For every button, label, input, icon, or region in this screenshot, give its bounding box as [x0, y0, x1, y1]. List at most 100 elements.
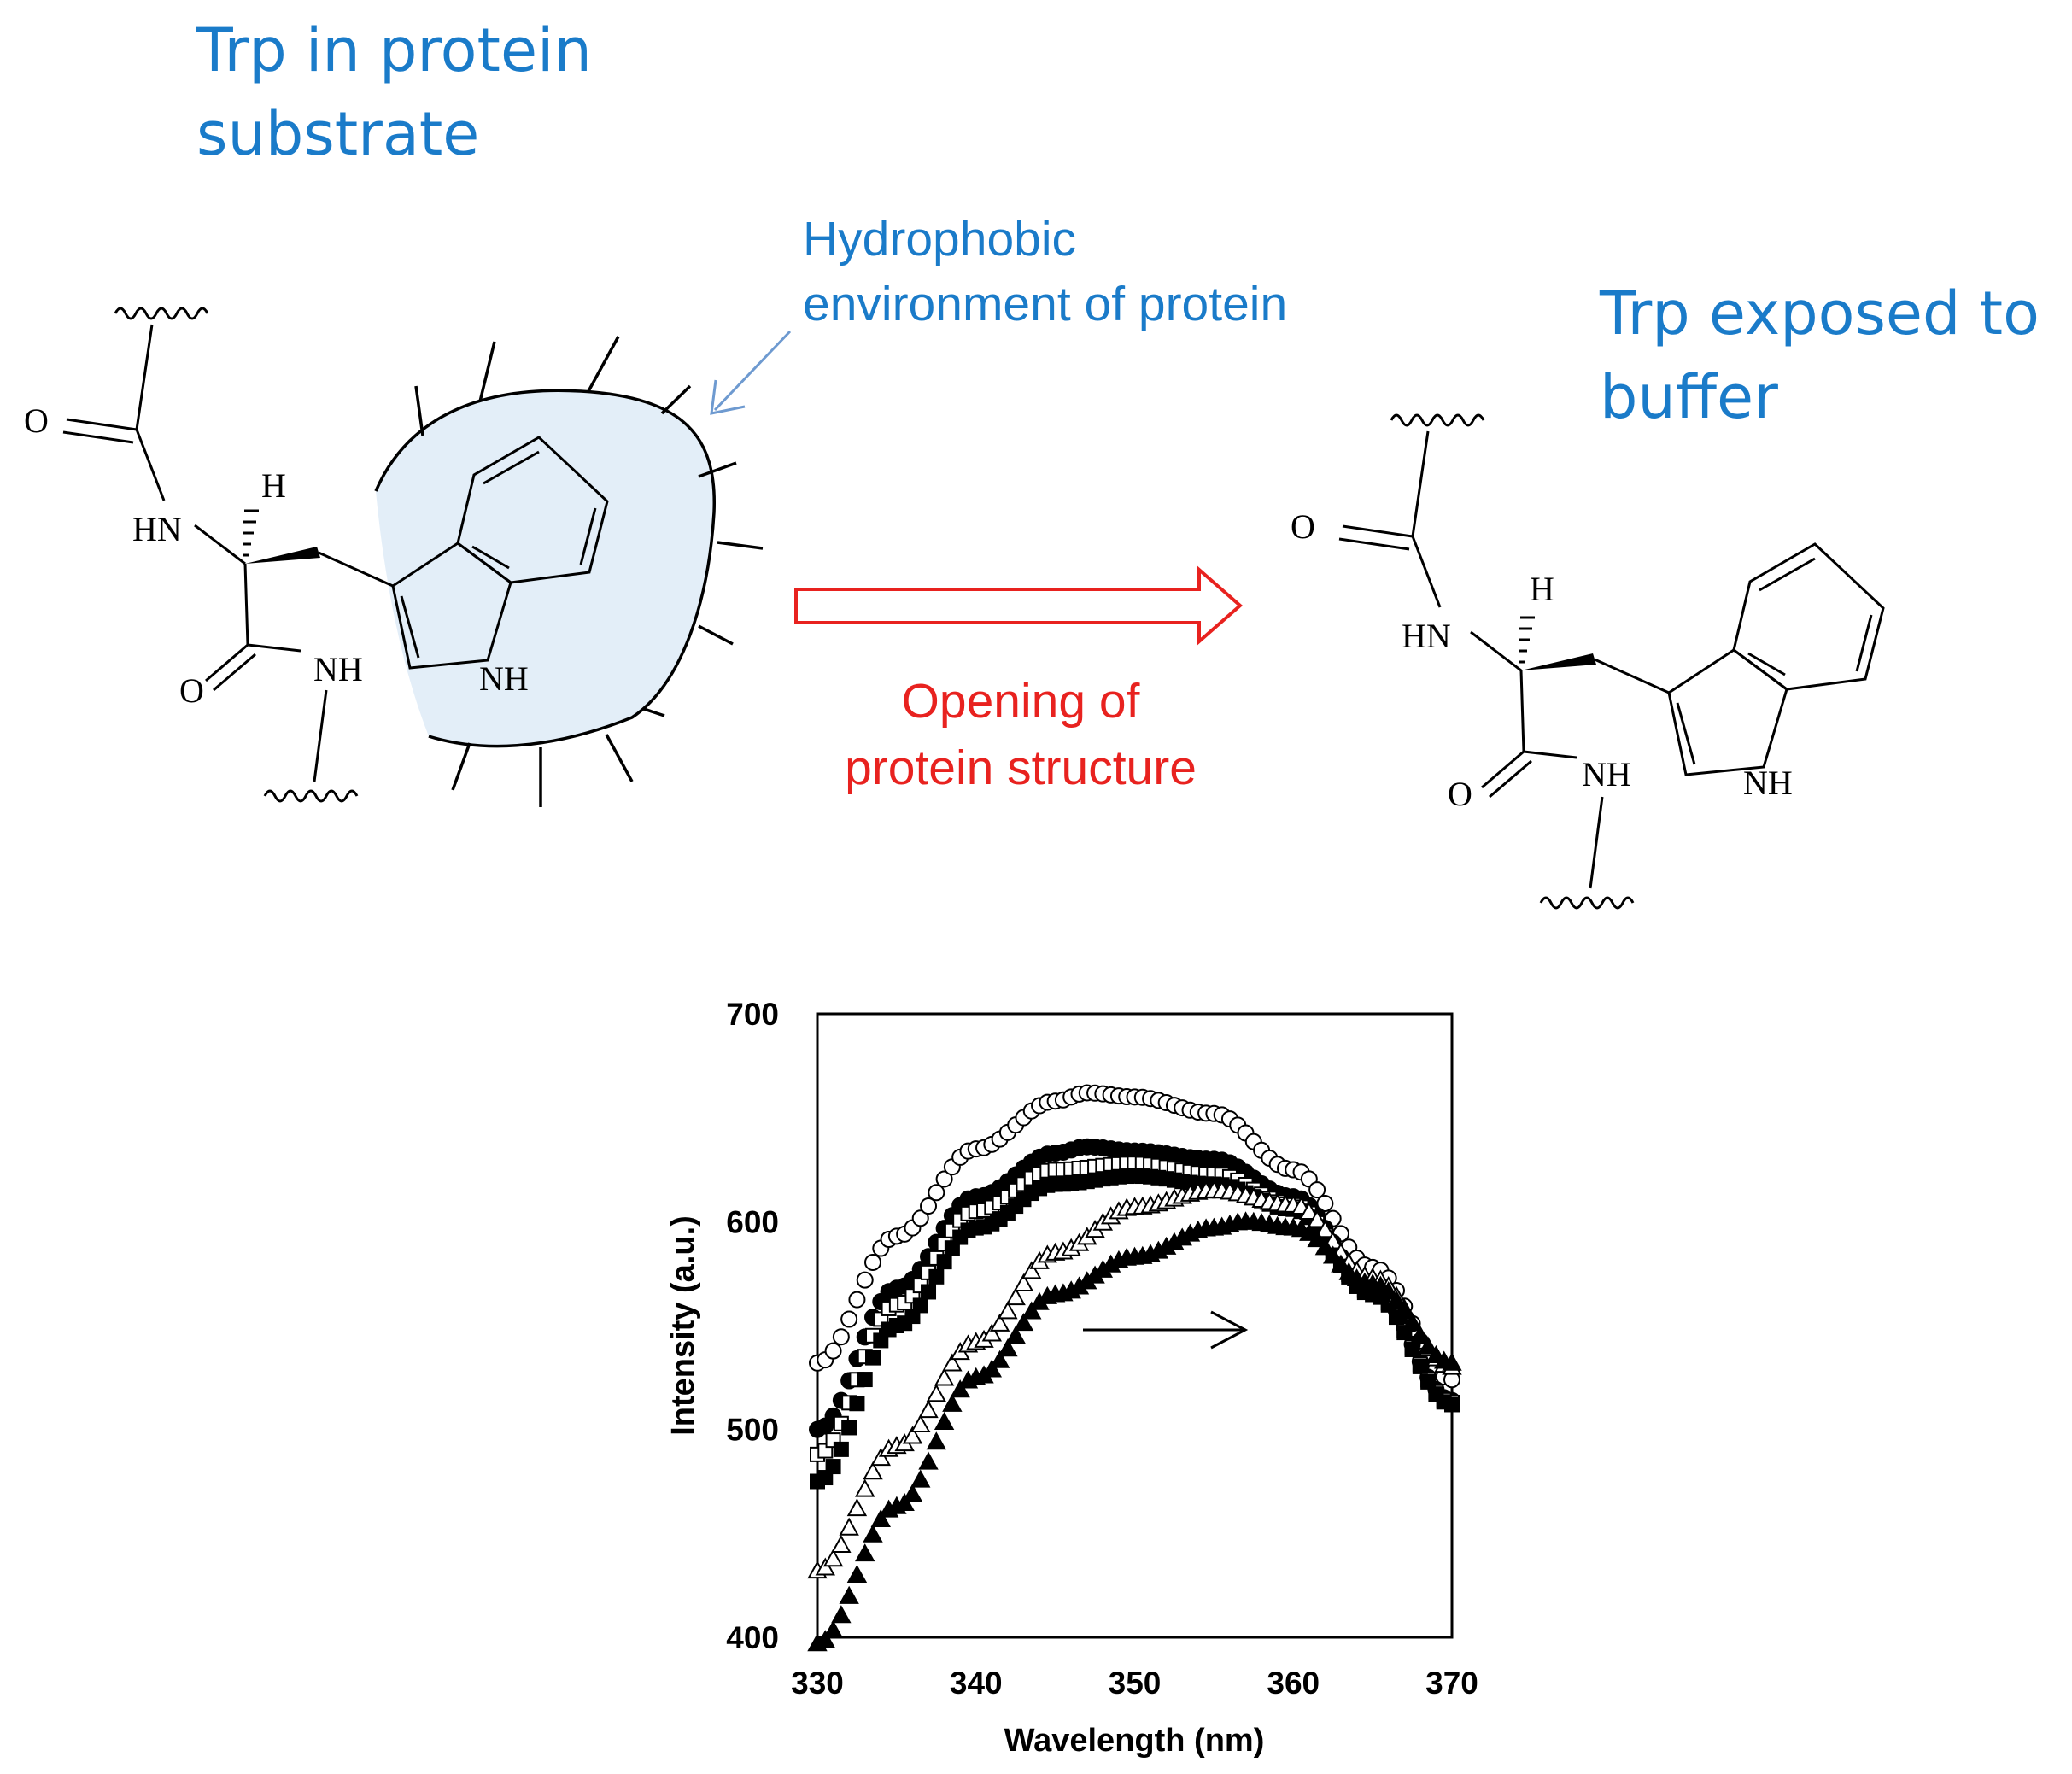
data-point: [918, 1400, 939, 1419]
data-point: [920, 1197, 938, 1215]
data-point: [902, 1426, 923, 1444]
red-shift-arrow: [1083, 1310, 1249, 1350]
atom-O-carbonyl-top: O: [1291, 507, 1315, 546]
data-point: [863, 1461, 883, 1480]
data-point: [918, 1451, 939, 1470]
data-point: [863, 1524, 883, 1543]
data-point: [1418, 1336, 1438, 1355]
data-point: [815, 1557, 835, 1576]
data-point: [1307, 1229, 1327, 1248]
y-axis-label: Intensity (a.u.): [665, 1215, 701, 1436]
series-open-circle: [809, 1084, 1460, 1389]
label-opening-line1: Opening of: [901, 674, 1140, 729]
series-filled-triangle: [807, 1211, 1462, 1652]
data-point: [1021, 1301, 1042, 1320]
data-point: [1013, 1313, 1034, 1332]
data-point: [981, 1359, 1003, 1378]
conformation-change-arrow: [794, 565, 1244, 646]
data-point: [1404, 1341, 1420, 1357]
data-point: [1308, 1181, 1326, 1199]
data-point: [815, 1630, 835, 1648]
data-point: [998, 1301, 1018, 1320]
data-point: [864, 1253, 882, 1271]
data-point: [910, 1414, 931, 1433]
data-point: [902, 1484, 923, 1502]
data-point: [1331, 1254, 1351, 1273]
data-point: [912, 1297, 928, 1314]
label-trp-exposed-line2: buffer: [1600, 362, 1778, 432]
data-point: [928, 1268, 945, 1285]
data-point: [822, 1619, 844, 1638]
tryptophan-buried: O HN H O NH NH: [24, 307, 609, 803]
data-point: [1021, 1261, 1042, 1279]
data-point: [1386, 1290, 1407, 1309]
tryptophan-exposed: O HN H O NH NH: [1291, 413, 1885, 910]
atom-NH-amide: NH: [1582, 755, 1631, 793]
y-tick-label-0: 400: [726, 1620, 779, 1655]
data-point: [870, 1508, 891, 1528]
pointer-arrow: [710, 330, 792, 415]
atom-O-carbonyl-top: O: [24, 401, 49, 440]
data-point: [942, 1393, 963, 1412]
atom-HN: HN: [132, 510, 182, 548]
data-point: [840, 1310, 858, 1328]
series-filled-circle: [809, 1138, 1460, 1438]
data-point: [1442, 1352, 1462, 1371]
data-point: [856, 1271, 874, 1289]
data-point: [928, 1184, 945, 1202]
label-hydrophobic-environment: Hydrophobic environment of protein: [803, 207, 1287, 337]
hydrophobic-pocket: [374, 336, 764, 807]
data-point: [1378, 1281, 1399, 1300]
atom-NH-indole: NH: [479, 659, 529, 698]
data-point: [846, 1498, 868, 1517]
label-trp-exposed: Trp exposed to buffer: [1600, 272, 2040, 439]
data-point: [857, 1372, 873, 1388]
y-tick-label-3: 700: [726, 997, 779, 1032]
data-point: [942, 1353, 963, 1372]
data-point: [894, 1492, 915, 1512]
label-trp-in-protein-line1: Trp in protein: [196, 15, 592, 85]
x-axis-label: Wavelength (nm): [1004, 1723, 1265, 1759]
atom-H: H: [261, 466, 286, 505]
data-point: [855, 1543, 875, 1562]
data-point: [1412, 1358, 1428, 1374]
data-point: [950, 1379, 970, 1398]
y-tick-label-2: 600: [726, 1204, 779, 1239]
data-point: [911, 1209, 929, 1227]
label-hydrophobic-line2: environment of protein: [803, 277, 1288, 331]
data-point: [910, 1469, 931, 1488]
data-point: [824, 1342, 842, 1360]
data-point: [934, 1367, 955, 1386]
data-point: [926, 1384, 947, 1402]
data-point: [1420, 1373, 1437, 1390]
data-point: [989, 1313, 1010, 1332]
atom-O-carbonyl-bottom: O: [179, 671, 204, 710]
label-hydrophobic-line1: Hydrophobic: [803, 212, 1077, 266]
label-opening-line2: protein structure: [845, 741, 1197, 795]
label-trp-in-protein: Trp in protein substrate: [196, 9, 592, 176]
hydrophobic-spikes: [414, 336, 764, 807]
data-point: [934, 1411, 955, 1430]
chart-ticks: 330 340 350 360 370 400 500 600 700: [726, 997, 1478, 1701]
data-point: [1005, 1287, 1026, 1306]
x-tick-label-0: 330: [791, 1666, 844, 1701]
data-point: [855, 1478, 875, 1497]
x-tick-label-3: 360: [1267, 1666, 1320, 1701]
data-point: [935, 1170, 953, 1188]
data-point: [1005, 1326, 1026, 1344]
data-point: [865, 1350, 881, 1366]
data-point: [936, 1254, 952, 1270]
chart-series: [807, 1084, 1462, 1652]
data-point: [839, 1517, 859, 1536]
atom-HN: HN: [1402, 617, 1451, 655]
label-opening-protein-structure: Opening of protein structure: [794, 668, 1247, 801]
data-point: [833, 1441, 849, 1457]
data-point: [1299, 1201, 1320, 1220]
data-point: [841, 1420, 857, 1436]
data-point: [831, 1534, 852, 1554]
atom-H: H: [1530, 570, 1554, 608]
data-point: [926, 1431, 947, 1450]
data-point: [831, 1605, 852, 1624]
